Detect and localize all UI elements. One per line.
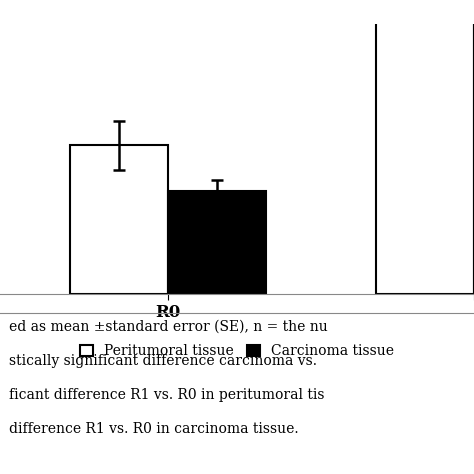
Text: ficant difference R1 vs. R0 in peritumoral tis: ficant difference R1 vs. R0 in peritumor… — [9, 388, 325, 402]
Text: difference R1 vs. R0 in carcinoma tissue.: difference R1 vs. R0 in carcinoma tissue… — [9, 422, 299, 437]
Bar — [376, 0, 474, 294]
Bar — [70, 146, 168, 294]
Text: stically significant difference carcinoma vs.: stically significant difference carcinom… — [9, 354, 318, 368]
Text: ed as mean ±standard error (SE), n = the nu: ed as mean ±standard error (SE), n = the… — [9, 320, 328, 334]
Legend: Peritumoral tissue, Carcinoma tissue: Peritumoral tissue, Carcinoma tissue — [74, 338, 400, 364]
Bar — [168, 191, 266, 294]
